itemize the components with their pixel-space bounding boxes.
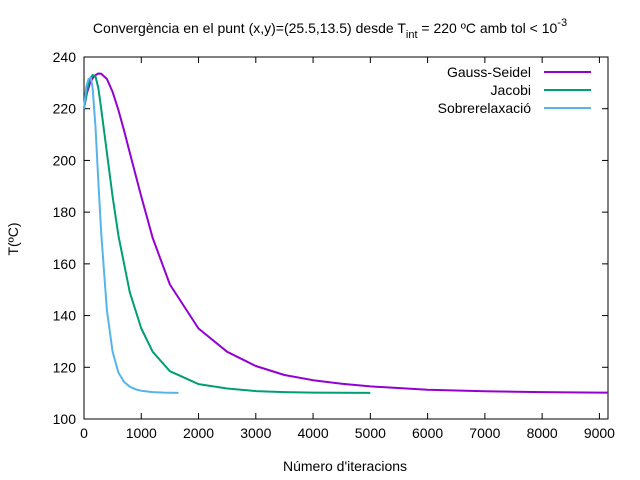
y-tick-label-0: 100	[53, 411, 77, 427]
x-tick-label-3: 3000	[240, 425, 271, 441]
legend-label-jacobi: Jacobi	[491, 82, 531, 98]
x-tick-label-4: 4000	[297, 425, 328, 441]
series-line-jacobi	[83, 74, 371, 394]
axes: 0 1000 2000 3000 4000 5000 6000 7000 8000 9000 100…	[53, 49, 616, 441]
legend: Gauss-Seidel Jacobi Sobrerelaxació	[438, 64, 591, 116]
y-axis-label: T(ºC)	[5, 222, 21, 255]
x-tick-label-8: 8000	[527, 425, 558, 441]
y-tick-label-4: 180	[53, 204, 77, 220]
x-tick-label-7: 7000	[469, 425, 500, 441]
series-lines	[83, 72, 608, 394]
y-tick-label-7: 240	[53, 49, 77, 65]
legend-label-gauss-seidel: Gauss-Seidel	[447, 64, 531, 80]
y-tick-label-2: 140	[53, 308, 77, 324]
x-tick-label-9: 9000	[584, 425, 615, 441]
chart-title: Convergència en el punt (x,y)=(25.5,13.5…	[93, 17, 567, 41]
x-axis-label: Número d'iteracions	[283, 458, 407, 474]
chart-title-prefix: Convergència en el punt (x,y)=(25.5,13.5…	[93, 20, 406, 36]
chart-title-superscript: -3	[557, 17, 567, 29]
chart-title-subscript: int	[406, 29, 418, 41]
x-tick-label-2: 2000	[183, 425, 214, 441]
plot-border	[83, 56, 609, 420]
legend-label-sobrerelaxaci-: Sobrerelaxació	[438, 100, 532, 116]
x-tick-label-6: 6000	[412, 425, 443, 441]
x-tick-label-5: 5000	[355, 425, 386, 441]
x-tick-label-0: 0	[80, 425, 88, 441]
y-tick-label-3: 160	[53, 256, 77, 272]
series-line-gauss-seidel	[83, 72, 608, 394]
y-tick-label-5: 200	[53, 152, 77, 168]
x-tick-label-1: 1000	[126, 425, 157, 441]
series-line-sobrerelaxaci-	[83, 76, 179, 394]
y-tick-label-1: 120	[53, 359, 77, 375]
chart-title-middle: = 220 ºC amb tol < 10	[418, 20, 558, 36]
y-tick-label-6: 220	[53, 101, 77, 117]
